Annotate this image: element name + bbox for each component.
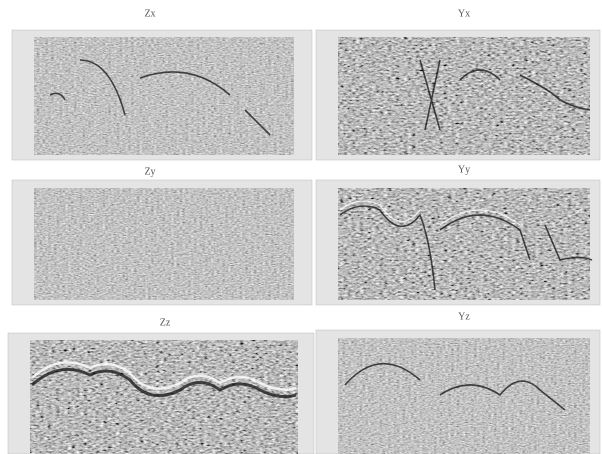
page: Zx Yx Zy Yy Zz Yz (() => { const data	[0, 0, 602, 454]
radargram	[34, 37, 294, 155]
panel-title: Zy	[144, 166, 155, 177]
panel	[12, 180, 312, 305]
panel	[316, 330, 600, 454]
panel	[12, 30, 312, 160]
radargram	[338, 338, 590, 454]
panel-title: Yy	[458, 164, 470, 175]
radargram	[338, 188, 590, 300]
panel-title: Zx	[144, 8, 155, 19]
panel	[8, 333, 314, 454]
radargram	[34, 188, 294, 300]
panel	[316, 180, 600, 305]
panel-title: Yx	[458, 8, 470, 19]
radargram	[30, 340, 298, 454]
radargram	[338, 37, 590, 155]
panel-title: Yz	[458, 311, 470, 322]
panel	[316, 30, 600, 160]
panel-title: Zz	[160, 317, 171, 328]
figure: Zx Yx Zy Yy Zz Yz	[0, 0, 602, 454]
